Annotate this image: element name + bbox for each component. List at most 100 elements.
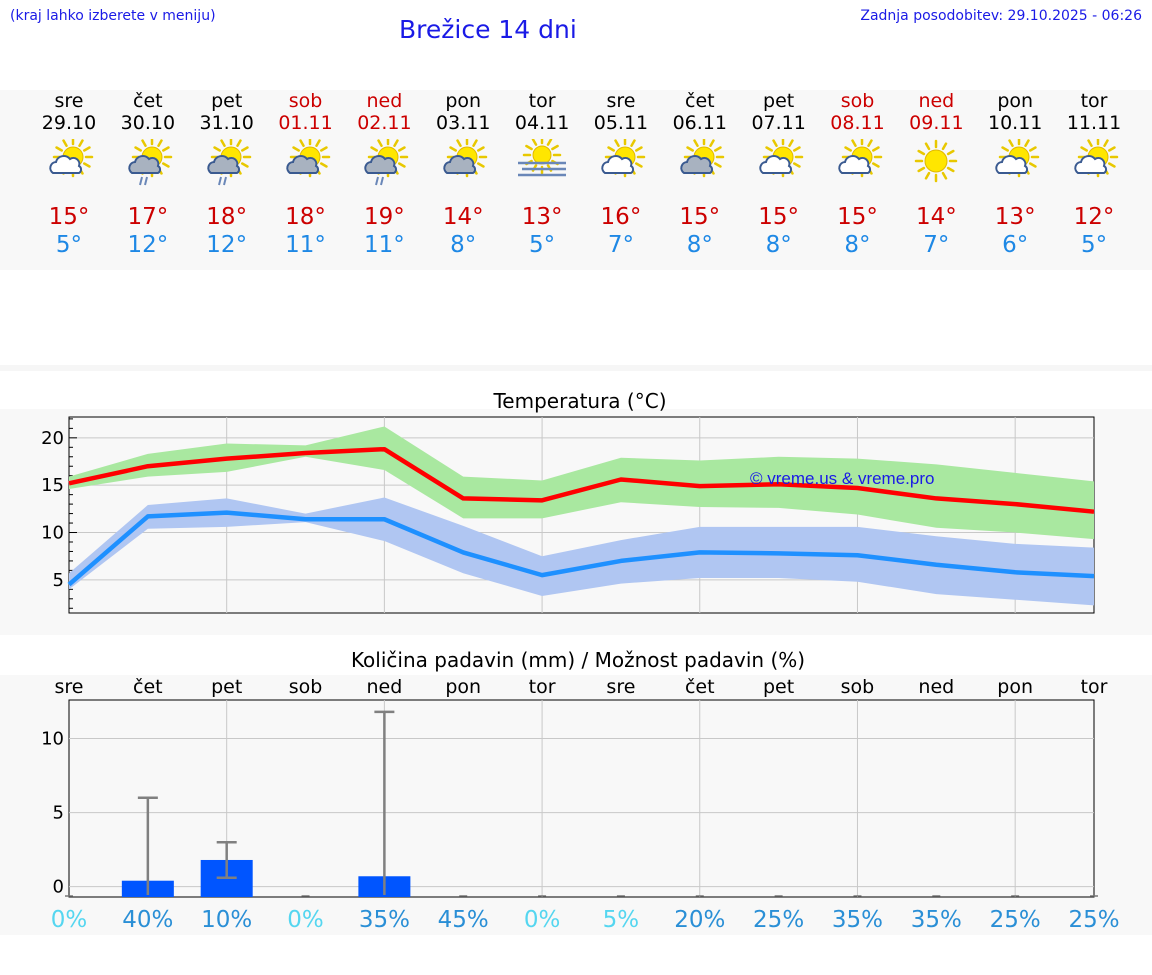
max-temperature-line xyxy=(68,446,1095,514)
precipitation-chance: 0% xyxy=(287,907,324,933)
day-date: 04.11 xyxy=(514,112,570,134)
day-date: 05.11 xyxy=(593,112,649,134)
forecast-day: ned 09.11 14° 7° xyxy=(896,90,976,259)
precipitation-title: Količina padavin (mm) / Možnost padavin … xyxy=(351,648,805,672)
day-name: pet xyxy=(211,90,243,112)
precipitation-day-label: sre xyxy=(55,676,84,698)
forecast-day: pon 10.11 13° 6° xyxy=(975,90,1055,259)
day-name: ned xyxy=(366,90,403,112)
precipitation-chance: 0% xyxy=(51,907,88,933)
sun-cloud-rain-icon xyxy=(364,139,409,186)
precipitation-chance: 45% xyxy=(438,907,489,933)
forecast-day: tor 04.11 13° 5° xyxy=(502,90,582,259)
precipitation-chance: 25% xyxy=(753,907,804,933)
min-temp: 12° xyxy=(127,232,169,258)
day-name: ned xyxy=(918,90,955,112)
precipitation-chance: 35% xyxy=(359,907,410,933)
min-temp: 5° xyxy=(55,232,83,258)
day-date: 07.11 xyxy=(751,112,806,134)
day-name: tor xyxy=(528,90,556,112)
min-temp: 8° xyxy=(686,232,713,258)
forecast-day: čet 06.11 15° 8° xyxy=(660,90,740,259)
day-date: 03.11 xyxy=(436,112,491,134)
precipitation-chance: 25% xyxy=(1068,907,1119,933)
min-temp: 11° xyxy=(364,232,405,258)
day-date: 30.10 xyxy=(120,112,176,134)
location-hint-link[interactable]: (kraj lahko izberete v meniju) xyxy=(10,8,216,24)
sun-cloud-icon xyxy=(837,139,882,178)
forecast-day: pet 31.10 18° 12° xyxy=(187,90,267,259)
precipitation-tick-label: 10 xyxy=(41,729,64,750)
max-temp: 16° xyxy=(600,204,642,230)
temperature-tick-label: 20 xyxy=(41,428,64,449)
divider xyxy=(0,365,1152,371)
forecast-day: ned 02.11 19° 11° xyxy=(344,90,424,259)
max-temp: 15° xyxy=(758,204,800,230)
precipitation-chance: 40% xyxy=(122,907,173,933)
sun-cloud-icon xyxy=(49,139,94,178)
precipitation-day-label: ned xyxy=(918,676,954,698)
precipitation-tick-label: 5 xyxy=(53,803,64,824)
precipitation-chance: 10% xyxy=(201,907,252,933)
max-temp: 15° xyxy=(837,204,878,230)
forecast-day: pet 07.11 15° 8° xyxy=(739,90,819,259)
min-temp: 8° xyxy=(844,232,871,258)
max-temp: 15° xyxy=(679,204,721,230)
day-name: čet xyxy=(133,90,163,112)
precipitation-day-label: čet xyxy=(685,676,715,698)
precipitation-chart: Količina padavin (mm) / Možnost padavin … xyxy=(41,648,1119,933)
min-temp: 8° xyxy=(450,232,477,258)
precipitation-panel xyxy=(0,675,1152,935)
max-temperature-band xyxy=(69,426,1094,540)
sun-cloud-icon xyxy=(758,139,803,178)
precipitation-day-label: sob xyxy=(841,676,875,698)
sun-gray-cloud-icon xyxy=(680,139,725,178)
min-temperature-band xyxy=(69,497,1094,606)
max-temp: 14° xyxy=(442,204,484,230)
forecast-day: sre 05.11 16° 7° xyxy=(581,90,661,259)
temperature-title: Temperatura (°C) xyxy=(492,389,666,413)
day-name: tor xyxy=(1080,90,1108,112)
sun-cloud-rain-icon xyxy=(207,139,251,186)
temperature-tick-label: 10 xyxy=(41,523,64,544)
precipitation-day-label: pet xyxy=(763,676,794,698)
day-date: 29.10 xyxy=(41,112,97,134)
last-update: Zadnja posodobitev: 29.10.2025 - 06:26 xyxy=(860,8,1142,24)
min-temperature-line xyxy=(67,510,1095,587)
min-temp: 6° xyxy=(1002,232,1029,258)
max-temp: 19° xyxy=(364,204,405,230)
precipitation-day-label: pon xyxy=(997,676,1033,698)
min-temp: 7° xyxy=(923,232,950,258)
precipitation-chance: 5% xyxy=(603,907,640,933)
day-name: pon xyxy=(997,90,1034,112)
precipitation-day-label: tor xyxy=(1081,676,1108,698)
day-date: 10.11 xyxy=(987,112,1043,134)
day-name: čet xyxy=(685,90,715,112)
day-date: 06.11 xyxy=(672,112,727,134)
day-date: 31.10 xyxy=(199,112,254,134)
max-temp: 17° xyxy=(127,204,169,230)
credit-link[interactable]: © vreme.us & vreme.pro xyxy=(750,469,934,488)
forecast-day: sob 01.11 18° 11° xyxy=(266,90,346,259)
max-temp: 14° xyxy=(915,204,957,230)
temperature-tick-label: 5 xyxy=(53,570,64,591)
sun-gray-cloud-icon xyxy=(443,139,488,178)
precipitation-day-label: ned xyxy=(366,676,402,698)
day-date: 11.11 xyxy=(1066,112,1122,134)
day-date: 08.11 xyxy=(830,112,885,134)
min-temp: 7° xyxy=(607,232,634,258)
precipitation-day-label: sre xyxy=(606,676,635,698)
day-name: pon xyxy=(445,90,482,112)
sun-cloud-icon xyxy=(1074,139,1119,178)
min-temp: 11° xyxy=(285,232,326,258)
page-title: Brežice 14 dni xyxy=(399,15,577,44)
precipitation-day-label: sob xyxy=(289,676,323,698)
day-name: sre xyxy=(606,90,636,112)
precipitation-day-label: čet xyxy=(133,676,163,698)
day-name: sob xyxy=(840,90,875,112)
precipitation-day-label: tor xyxy=(529,676,556,698)
max-temp: 13° xyxy=(994,204,1036,230)
day-date: 02.11 xyxy=(357,112,412,134)
min-temp: 5° xyxy=(1080,232,1108,258)
